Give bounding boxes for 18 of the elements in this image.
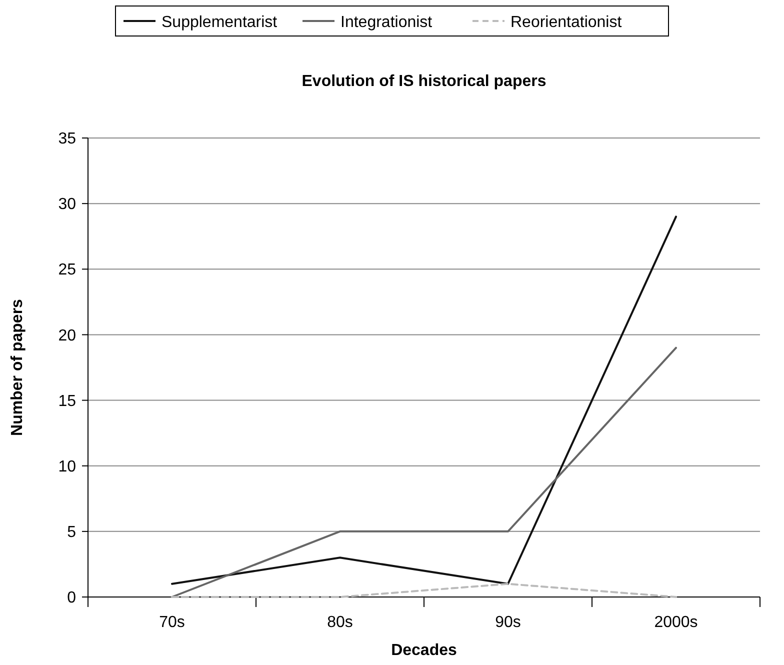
y-tick-label: 20 [58, 327, 76, 344]
legend-label: Integrationist [340, 14, 433, 31]
y-tick-label: 25 [58, 262, 76, 279]
x-tick-label: 90s [495, 614, 521, 631]
legend-label: Supplementarist [162, 14, 278, 31]
x-tick-label: 80s [327, 614, 353, 631]
y-tick-label: 0 [67, 590, 76, 607]
y-axis-title: Number of papers [9, 298, 26, 436]
x-axis-title: Decades [391, 642, 458, 659]
y-tick-label: 10 [58, 458, 76, 476]
x-tick-label: 70s [159, 614, 185, 631]
y-tick-label: 35 [58, 130, 76, 148]
y-tick-label: 15 [58, 392, 76, 410]
x-tick-label: 2000s [654, 614, 698, 631]
y-tick-label: 5 [67, 524, 76, 542]
y-tick-label: 30 [58, 196, 76, 214]
chart-title: Evolution of IS historical papers [302, 73, 546, 90]
legend-label: Reorientationist [510, 14, 622, 31]
